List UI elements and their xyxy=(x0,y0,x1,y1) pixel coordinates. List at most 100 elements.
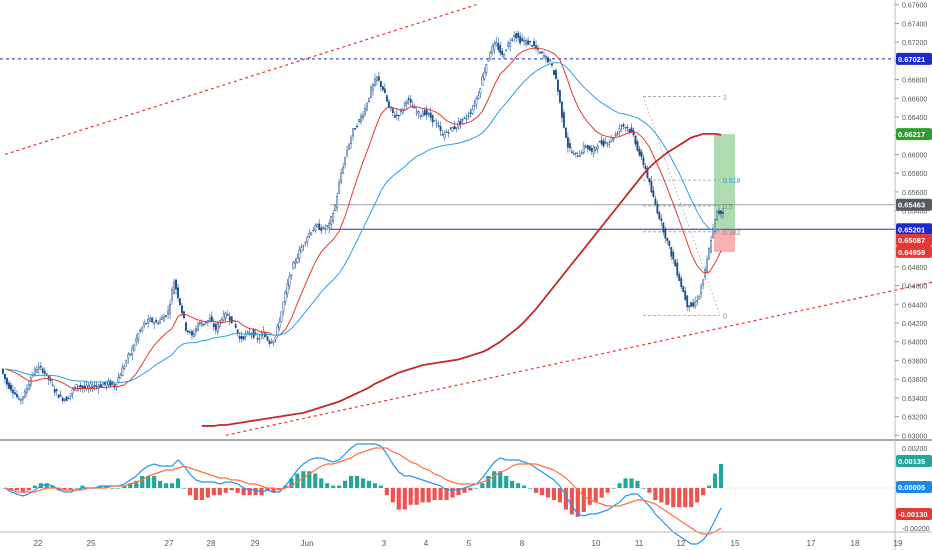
candle xyxy=(556,78,559,95)
candle xyxy=(473,100,476,111)
candle xyxy=(354,127,356,130)
candle xyxy=(501,48,504,58)
fib-level-label: 0 xyxy=(723,313,727,320)
macd-tick-label: 0.00200 xyxy=(902,446,927,453)
candle-body xyxy=(216,323,219,332)
price-label-text: 0.65463 xyxy=(898,201,925,210)
y-tick-label: 0.63400 xyxy=(902,396,927,403)
candle xyxy=(79,382,82,392)
candle-body xyxy=(644,165,647,170)
candle xyxy=(292,260,295,270)
candle xyxy=(332,210,335,224)
candle-body xyxy=(310,232,313,235)
macd-histogram-bar xyxy=(366,480,372,488)
candle xyxy=(155,317,158,323)
candle xyxy=(646,165,649,180)
candle-body xyxy=(87,385,90,389)
macd-histogram-bar xyxy=(205,488,210,498)
candle xyxy=(467,111,470,121)
candle xyxy=(19,398,22,405)
candle-body xyxy=(592,146,595,154)
candle xyxy=(17,395,20,401)
macd-histogram-bar xyxy=(450,488,455,498)
candle-body xyxy=(37,366,40,370)
macd-histogram-bar xyxy=(26,488,31,491)
candle xyxy=(493,40,496,55)
candle xyxy=(439,121,442,137)
candle-body xyxy=(93,385,96,387)
candle-body xyxy=(668,240,671,246)
candle-body xyxy=(612,138,615,140)
candle-body xyxy=(385,95,388,102)
candle xyxy=(141,326,144,333)
candle xyxy=(718,207,720,216)
candle xyxy=(159,316,162,325)
candle-body xyxy=(266,336,269,341)
candle-body xyxy=(133,344,136,351)
macd-histogram-bar xyxy=(325,483,330,488)
candle-body xyxy=(222,313,225,321)
candle-body xyxy=(381,86,384,91)
candle-body xyxy=(648,178,651,183)
candle-body xyxy=(39,365,42,368)
candle-body xyxy=(566,137,569,148)
candle xyxy=(588,144,591,151)
macd-histogram-bar xyxy=(8,488,14,491)
macd-label-text: 0.00135 xyxy=(898,457,925,466)
macd-histogram-bar xyxy=(331,485,336,488)
candle-body xyxy=(475,98,478,105)
candle xyxy=(570,147,573,154)
candle xyxy=(326,225,329,231)
candle xyxy=(674,258,677,267)
candle-body xyxy=(109,380,112,386)
candle xyxy=(11,384,14,399)
candle xyxy=(684,286,687,302)
macd-histogram-bar xyxy=(319,478,324,488)
candle xyxy=(328,219,331,234)
candle-body xyxy=(590,147,593,152)
macd-histogram-bar xyxy=(587,488,592,505)
candle xyxy=(226,310,229,316)
candle-body xyxy=(552,69,555,75)
candle-body xyxy=(558,89,561,103)
candle-body xyxy=(33,368,36,375)
candle xyxy=(173,278,175,295)
fib-level-label: 0.5 xyxy=(723,204,733,211)
candle xyxy=(415,107,418,117)
candle xyxy=(644,163,647,171)
candle-body xyxy=(13,392,16,395)
candle xyxy=(680,275,683,290)
candle-body xyxy=(582,145,585,153)
candle-body xyxy=(41,368,44,373)
candle-body xyxy=(710,240,713,252)
candle-body xyxy=(129,353,132,356)
candle xyxy=(648,177,651,186)
candle xyxy=(618,123,621,138)
candle xyxy=(634,134,637,148)
y-tick-label: 0.67200 xyxy=(902,40,927,47)
macd-histogram-bar xyxy=(569,488,574,515)
candle-body xyxy=(391,108,394,113)
candle xyxy=(93,381,96,392)
candle-body xyxy=(346,150,349,156)
macd-histogram-bar xyxy=(605,488,610,493)
candle-body xyxy=(650,181,653,193)
candle xyxy=(622,122,625,130)
candle-body xyxy=(678,274,681,281)
candle-body xyxy=(580,152,583,154)
candle xyxy=(59,390,62,397)
candle-body xyxy=(19,398,22,401)
candle-body xyxy=(672,251,675,260)
candle-body xyxy=(208,317,211,322)
candle xyxy=(698,294,701,300)
candle xyxy=(39,361,42,371)
price-label-bg xyxy=(896,233,932,246)
candle xyxy=(294,258,297,269)
candle-body xyxy=(537,48,539,50)
candle xyxy=(672,249,675,264)
macd-histogram-bar xyxy=(456,488,461,496)
candle-body xyxy=(453,126,456,130)
macd-histogram-bar xyxy=(20,488,25,493)
